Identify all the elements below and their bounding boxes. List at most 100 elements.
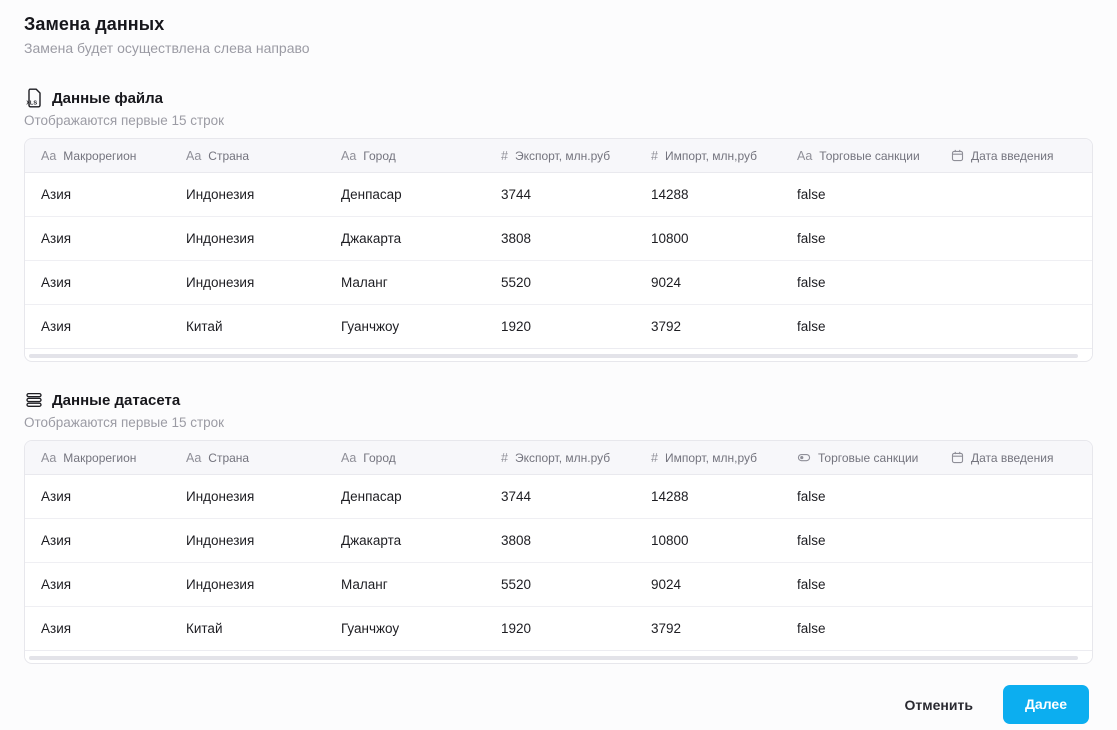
xls-file-icon: XLS xyxy=(24,88,44,108)
table-cell: 3808 xyxy=(485,216,635,260)
table-cell: Индонезия xyxy=(170,172,325,216)
data-table: Aa Макрорегион Aa Страна Aa Город # Экспорт, мл… xyxy=(25,139,1092,348)
table-cell xyxy=(935,474,1092,518)
table-row: АзияКитайГуанчжоу19203792false xyxy=(25,304,1092,348)
table-row: АзияИндонезияДжакарта380810800false xyxy=(25,518,1092,562)
table-cell: Гуанчжоу xyxy=(325,606,485,650)
page-title: Замена данных xyxy=(24,14,1093,35)
table-row: АзияИндонезияМаланг55209024false xyxy=(25,260,1092,304)
column-header: Aa Макрорегион xyxy=(25,441,170,474)
dataset-data-table: Aa Макрорегион Aa Страна Aa Город #Экспорт, мл… xyxy=(24,440,1093,664)
number-type-icon: # xyxy=(501,149,508,163)
table-cell: Азия xyxy=(25,518,170,562)
table-cell: false xyxy=(781,260,935,304)
number-type-icon: # xyxy=(651,149,658,163)
table-cell: 14288 xyxy=(635,474,781,518)
table-cell: Индонезия xyxy=(170,260,325,304)
column-header: #Экспорт, млн.руб xyxy=(485,441,635,474)
dataset-section-header: Данные датасета xyxy=(24,390,1093,410)
dataset-section-title: Данные датасета xyxy=(52,392,180,409)
horizontal-scrollbar[interactable] xyxy=(29,354,1078,358)
table-row: АзияИндонезияДжакарта380810800false xyxy=(25,216,1092,260)
table-cell: 3792 xyxy=(635,304,781,348)
column-label: Макрорегион xyxy=(63,149,136,163)
table-cell: false xyxy=(781,216,935,260)
wizard-footer: Отменить Далее xyxy=(24,673,1093,730)
column-label: Дата введения xyxy=(971,451,1053,465)
table-cell xyxy=(935,216,1092,260)
column-header: Дата введения xyxy=(935,139,1092,172)
table-cell: Азия xyxy=(25,172,170,216)
table-cell: Денпасар xyxy=(325,474,485,518)
text-type-icon: Aa xyxy=(341,149,356,163)
column-label: Город xyxy=(363,149,395,163)
table-cell xyxy=(935,304,1092,348)
table-row: АзияИндонезияДенпасар374414288false xyxy=(25,474,1092,518)
page-subtitle: Замена будет осуществлена слева направо xyxy=(24,40,1093,56)
table-cell: Азия xyxy=(25,474,170,518)
column-header: AaТорговые санкции xyxy=(781,139,935,172)
table-row: АзияИндонезияМаланг55209024false xyxy=(25,562,1092,606)
table-cell: false xyxy=(781,518,935,562)
table-cell xyxy=(935,562,1092,606)
text-type-icon: Aa xyxy=(41,451,56,465)
table-cell: false xyxy=(781,304,935,348)
column-label: Дата введения xyxy=(971,149,1053,163)
table-cell: Индонезия xyxy=(170,518,325,562)
table-cell: Индонезия xyxy=(170,216,325,260)
column-label: Макрорегион xyxy=(63,451,136,465)
column-label: Экспорт, млн.руб xyxy=(515,149,610,163)
column-label: Импорт, млн,руб xyxy=(665,149,757,163)
table-cell: 9024 xyxy=(635,260,781,304)
text-type-icon: Aa xyxy=(341,451,356,465)
horizontal-scrollbar[interactable] xyxy=(29,656,1078,660)
column-header: Aa Макрорегион xyxy=(25,139,170,172)
column-header: Aa Страна xyxy=(170,139,325,172)
column-label: Город xyxy=(363,451,395,465)
table-cell: false xyxy=(781,606,935,650)
cancel-button[interactable]: Отменить xyxy=(905,697,973,713)
column-label: Страна xyxy=(208,149,249,163)
table-cell: Азия xyxy=(25,562,170,606)
table-cell: 3808 xyxy=(485,518,635,562)
table-cell: 3744 xyxy=(485,474,635,518)
calendar-icon xyxy=(951,149,964,163)
table-cell: 3792 xyxy=(635,606,781,650)
table-cell: Индонезия xyxy=(170,562,325,606)
toggle-icon xyxy=(797,451,811,465)
table-cell xyxy=(935,518,1092,562)
number-type-icon: # xyxy=(651,451,658,465)
file-section-header: XLS Данные файла xyxy=(24,88,1093,108)
table-cell: Гуанчжоу xyxy=(325,304,485,348)
table-cell: Азия xyxy=(25,304,170,348)
table-cell xyxy=(935,606,1092,650)
table-cell: Индонезия xyxy=(170,474,325,518)
column-header: Торговые санкции xyxy=(781,441,935,474)
text-type-icon: Aa xyxy=(186,149,201,163)
calendar-icon xyxy=(951,451,964,465)
table-cell: false xyxy=(781,562,935,606)
table-cell: Джакарта xyxy=(325,216,485,260)
column-label: Импорт, млн,руб xyxy=(665,451,757,465)
table-cell: Азия xyxy=(25,216,170,260)
table-cell: Денпасар xyxy=(325,172,485,216)
column-label: Торговые санкции xyxy=(818,451,918,465)
table-cell xyxy=(935,172,1092,216)
column-label: Страна xyxy=(208,451,249,465)
column-header: # Импорт, млн,руб xyxy=(635,139,781,172)
table-cell: 5520 xyxy=(485,562,635,606)
next-button[interactable]: Далее xyxy=(1003,685,1089,724)
table-row: АзияИндонезияДенпасар374414288false xyxy=(25,172,1092,216)
data-table: Aa Макрорегион Aa Страна Aa Город #Экспорт, мл… xyxy=(25,441,1092,650)
table-cell: 3744 xyxy=(485,172,635,216)
table-cell: Маланг xyxy=(325,562,485,606)
table-cell: 1920 xyxy=(485,606,635,650)
table-cell xyxy=(935,260,1092,304)
file-section-title: Данные файла xyxy=(52,90,163,107)
table-cell: 10800 xyxy=(635,216,781,260)
table-cell: Джакарта xyxy=(325,518,485,562)
svg-text:XLS: XLS xyxy=(26,101,37,107)
text-type-icon: Aa xyxy=(41,149,56,163)
table-cell: Азия xyxy=(25,606,170,650)
text-type-icon: Aa xyxy=(186,451,201,465)
